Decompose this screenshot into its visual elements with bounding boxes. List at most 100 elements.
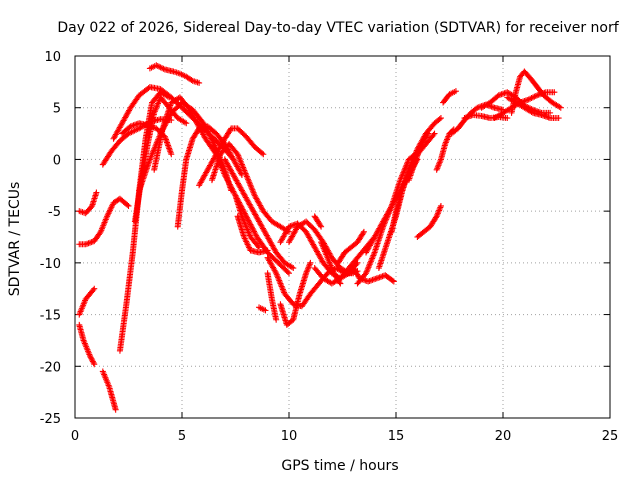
data-point <box>208 136 215 143</box>
data-point <box>260 151 267 158</box>
x-axis-label: GPS time / hours <box>281 458 398 474</box>
data-point <box>160 65 167 72</box>
data-point <box>557 104 564 111</box>
axis-ticks: 0 5 10 15 20 25 10 5 0 -5 -10 -15 -20 -25 <box>40 50 619 444</box>
data-point <box>209 138 216 145</box>
data-points <box>76 62 564 413</box>
data-point <box>247 221 254 228</box>
data-point <box>262 307 269 314</box>
data-point <box>229 187 236 194</box>
x-tick-label: 15 <box>388 429 405 444</box>
data-point <box>286 270 292 277</box>
data-point <box>256 244 263 251</box>
x-tick-label: 5 <box>178 429 186 444</box>
chart-title: Day 022 of 2026, Sidereal Day-to-day VTE… <box>57 20 619 36</box>
data-point <box>93 189 100 196</box>
y-tick-label: 10 <box>44 50 61 65</box>
data-point <box>532 92 539 99</box>
data-point <box>224 177 231 184</box>
data-point <box>531 93 538 100</box>
data-point <box>252 231 259 238</box>
data-point <box>159 65 166 72</box>
data-point <box>196 79 203 86</box>
data-point <box>86 352 93 359</box>
data-point <box>228 185 235 192</box>
data-point <box>91 285 98 292</box>
data-point <box>259 150 266 157</box>
data-point <box>360 230 367 237</box>
data-point <box>207 134 214 141</box>
data-point <box>528 95 535 102</box>
data-point <box>337 280 344 287</box>
data-point <box>230 188 237 195</box>
data-point <box>555 115 562 122</box>
y-tick-label: 5 <box>53 102 61 117</box>
data-point <box>432 214 439 221</box>
data-point <box>204 128 211 135</box>
data-point <box>551 89 558 96</box>
data-point <box>226 180 233 187</box>
data-point <box>452 88 459 95</box>
data-point <box>556 103 563 110</box>
x-tick-label: 0 <box>71 429 79 444</box>
data-point <box>210 139 217 146</box>
data-point <box>317 222 324 229</box>
data-point <box>284 269 291 276</box>
data-point <box>250 227 257 234</box>
data-point <box>264 247 271 254</box>
data-point <box>504 115 511 122</box>
data-point <box>208 135 215 142</box>
y-tick-label: -15 <box>40 309 61 324</box>
data-point <box>88 355 95 362</box>
data-point <box>125 202 132 209</box>
data-point <box>222 173 229 180</box>
data-point <box>390 278 397 285</box>
data-point <box>248 222 255 229</box>
data-point <box>318 223 325 230</box>
data-point <box>231 189 238 196</box>
data-point <box>360 228 367 235</box>
data-point <box>437 115 444 122</box>
data-point <box>226 181 233 188</box>
data-point <box>272 268 279 275</box>
data-point <box>547 109 554 116</box>
data-point <box>227 182 234 189</box>
data-point <box>430 131 437 138</box>
y-tick-label: 0 <box>53 153 61 168</box>
data-point <box>168 151 175 158</box>
data-point <box>525 96 532 103</box>
data-point <box>124 201 131 208</box>
data-point <box>425 130 432 137</box>
data-point <box>181 119 188 126</box>
data-point <box>437 202 444 209</box>
data-point <box>528 109 535 116</box>
data-point <box>254 243 261 250</box>
data-point <box>223 174 230 181</box>
data-point <box>228 184 235 191</box>
data-point <box>288 264 295 271</box>
data-point <box>273 316 280 323</box>
data-point <box>205 129 212 136</box>
x-tick-label: 25 <box>602 429 619 444</box>
y-tick-label: -5 <box>48 205 61 220</box>
data-point <box>424 131 431 138</box>
data-point <box>251 229 258 236</box>
data-point <box>90 359 97 366</box>
data-point <box>89 358 96 365</box>
data-point <box>188 76 195 83</box>
data-point <box>231 191 238 198</box>
data-point <box>87 354 94 361</box>
x-tick-label: 20 <box>495 429 512 444</box>
data-point <box>251 228 258 235</box>
data-point <box>221 171 228 178</box>
data-point <box>153 62 160 69</box>
data-point <box>206 132 213 139</box>
y-tick-label: -25 <box>40 412 61 427</box>
data-point <box>90 287 97 294</box>
data-point <box>156 63 163 70</box>
data-point <box>112 406 119 413</box>
data-point <box>307 259 314 266</box>
data-point <box>248 224 255 231</box>
data-point <box>225 178 232 185</box>
